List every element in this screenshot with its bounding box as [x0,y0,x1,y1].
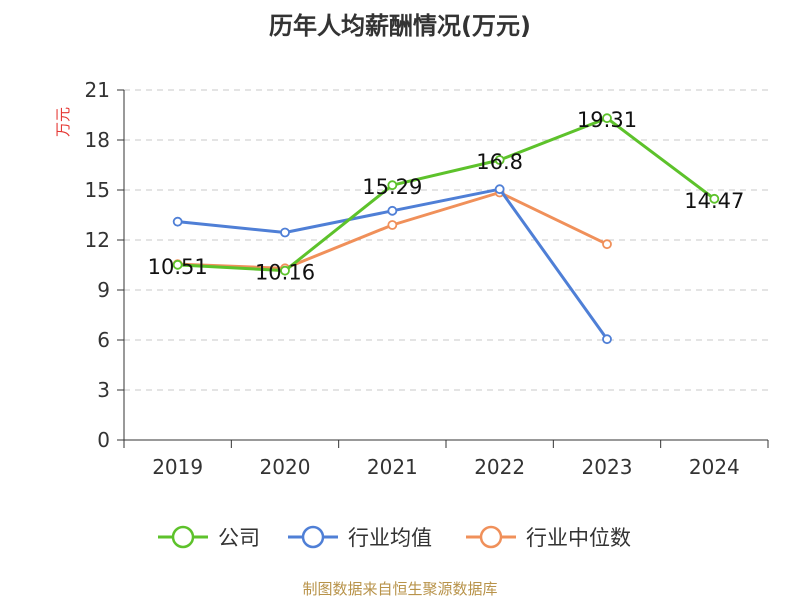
series-lines [172,113,720,345]
data-point [602,239,612,250]
legend-label: 行业均值 [348,526,432,550]
data-label: 19.31 [577,108,637,132]
data-point [709,193,720,204]
data-point [494,155,505,165]
legend-label: 公司 [218,526,260,550]
source-note: 制图数据来自恒生聚源数据库 [302,580,498,598]
data-labels: 10.51 10.16 15.29 16.8 19.31 14.47 [148,108,745,285]
data-point [172,216,183,227]
data-label: 16.8 [476,150,523,174]
chart-title: 历年人均薪酬情况(万元) [269,12,531,40]
x-tick-label: 2020 [260,455,311,479]
legend-item: 公司 [158,525,260,550]
series-line-0 [177,116,716,273]
x-tick-label: 2023 [582,455,633,479]
data-point [280,227,290,238]
data-label: 10.51 [148,255,208,279]
legend-marker [479,525,503,549]
x-tick-label: 2022 [474,455,525,479]
series-line-2 [177,191,608,270]
x-tick-label: 2021 [367,455,418,479]
y-tick-label: 18 [85,128,110,152]
legend-marker [171,525,195,549]
axes: 0 3 6 9 12 15 18 21 2019 2020 2021 2022 2023 2024 万元 [54,78,769,479]
y-tick-label: 12 [85,228,110,252]
data-label: 14.47 [684,189,744,213]
data-point [602,334,612,345]
y-tick-label: 21 [85,78,110,102]
legend-marker [301,525,325,549]
x-tick-label: 2019 [152,455,203,479]
data-point [387,220,398,230]
data-point [602,113,612,124]
legend-item: 行业均值 [288,525,432,550]
y-axis-label: 万元 [54,107,72,137]
data-point [387,180,398,191]
y-tick-label: 6 [97,328,110,352]
y-tick-label: 15 [85,178,110,202]
legend-item: 行业中位数 [466,525,631,550]
y-tick-label: 3 [97,378,110,402]
data-label: 10.16 [255,261,315,285]
data-label: 15.29 [362,175,422,199]
data-point [280,265,290,276]
x-tick-label: 2024 [689,455,740,479]
data-point [494,184,505,195]
legend: 公司 行业均值 行业中位数 [158,525,631,550]
data-point [172,259,183,270]
y-tick-label: 9 [97,278,110,302]
grid-lines [124,89,768,391]
y-tick-label: 0 [97,428,110,452]
data-point [387,205,398,216]
legend-label: 行业中位数 [526,526,631,550]
